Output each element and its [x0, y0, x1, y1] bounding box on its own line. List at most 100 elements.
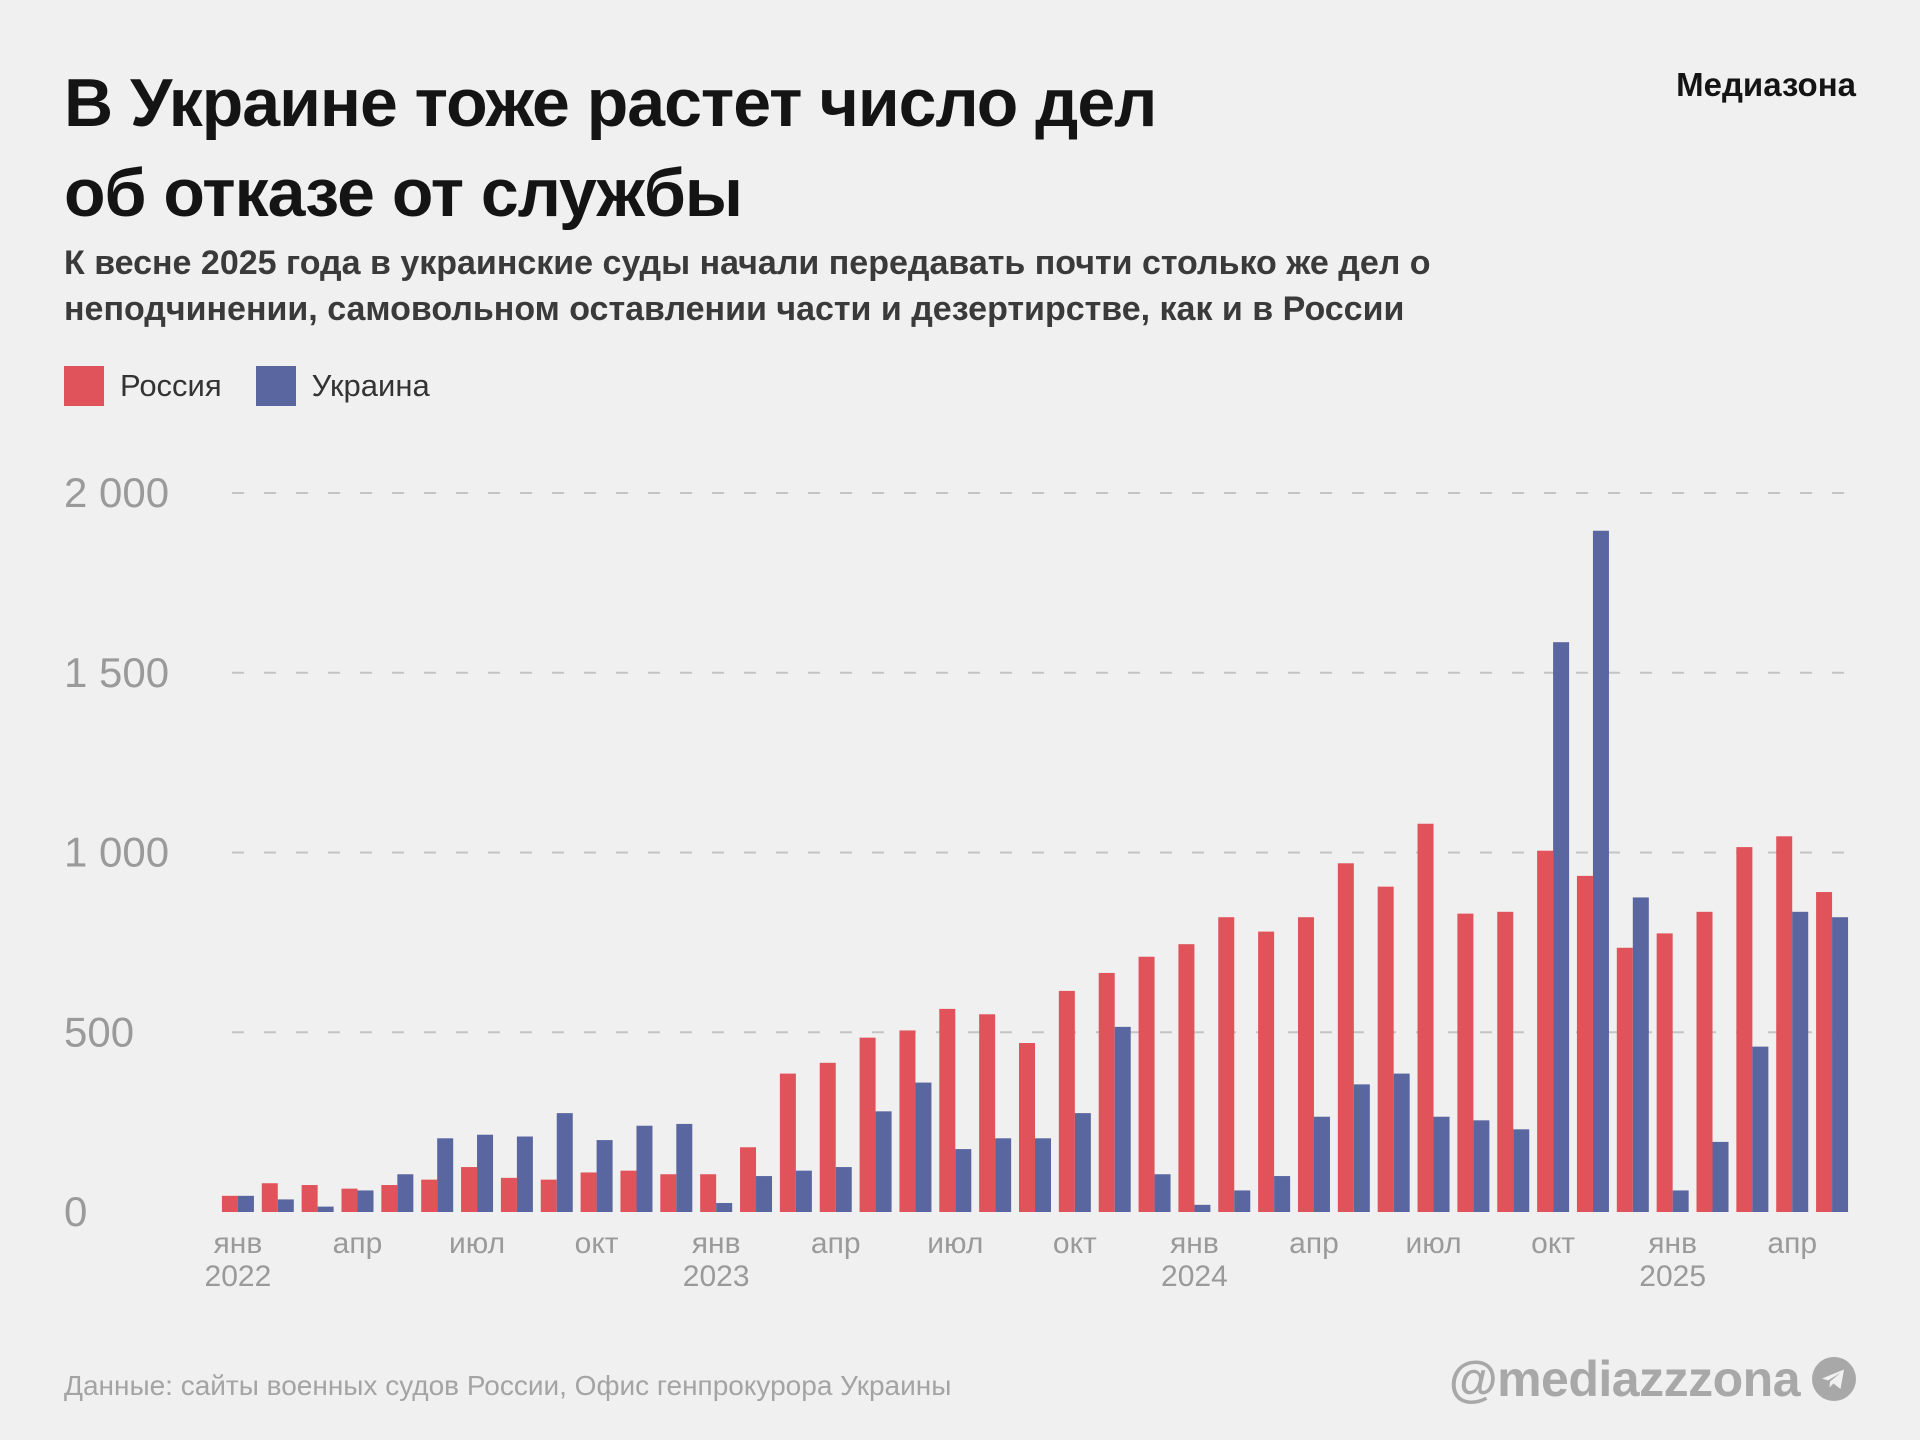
bar-ukraine [1513, 1129, 1530, 1212]
bar-russia [461, 1167, 478, 1212]
legend-item-russia: Россия [64, 366, 222, 406]
bar-russia [1258, 931, 1275, 1212]
bar-ukraine [277, 1199, 294, 1212]
bar-russia [1776, 836, 1793, 1212]
bar-ukraine [1672, 1190, 1689, 1212]
bar-ukraine [1274, 1176, 1291, 1212]
x-tick-year: 2022 [205, 1260, 272, 1293]
bar-ukraine [516, 1136, 533, 1212]
bar-russia [700, 1174, 717, 1212]
legend-item-ukraine: Украина [255, 366, 430, 406]
bar-ukraine [357, 1190, 374, 1212]
bar-ukraine [676, 1123, 693, 1212]
bar-ukraine [1154, 1174, 1171, 1212]
x-tick-month: апр [811, 1227, 861, 1260]
source-note: Данные: сайты военных судов России, Офис… [64, 1370, 952, 1401]
bar-russia [1178, 944, 1195, 1212]
bar-russia [580, 1172, 597, 1212]
x-tick-month: июл [927, 1227, 983, 1260]
bar-ukraine [995, 1138, 1012, 1212]
chart-title: В Украине тоже растет число дел об отказ… [64, 58, 1364, 238]
legend-label-russia: Россия [120, 368, 222, 403]
bar-ukraine [915, 1082, 932, 1212]
bar-ukraine [636, 1125, 653, 1212]
handle-text: @mediazzzona [1448, 1351, 1801, 1407]
bar-ukraine [875, 1111, 892, 1212]
bar-ukraine [1393, 1073, 1410, 1212]
x-tick-year: 2024 [1161, 1260, 1228, 1293]
bar-russia [301, 1185, 318, 1212]
bar-russia [261, 1183, 278, 1212]
bar-russia [1098, 972, 1115, 1212]
x-tick-month: янв [692, 1227, 741, 1260]
telegram-icon [1812, 1357, 1856, 1401]
y-tick-label: 1 000 [64, 829, 169, 876]
bar-russia [1218, 917, 1235, 1212]
social-handle: @mediazzzona [1449, 1350, 1856, 1408]
bar-russia [341, 1188, 358, 1212]
bar-russia [381, 1185, 398, 1212]
bar-ukraine [1114, 1026, 1131, 1212]
brand-logo: Медиазона [1676, 66, 1856, 103]
bar-ukraine [1194, 1204, 1211, 1212]
y-axis: 0 500 1 000 1 500 2 000 [64, 469, 169, 1235]
bar-ukraine [317, 1206, 334, 1212]
bar-russia [1337, 863, 1354, 1212]
x-tick-month: янв [214, 1227, 263, 1260]
bar-russia [939, 1008, 956, 1212]
bar-russia [1417, 823, 1434, 1212]
title-line-1: В Украине тоже растет число дел [64, 65, 1157, 141]
bar-russia [819, 1062, 836, 1212]
subtitle-line-2: неподчинении, самовольном оставлении час… [64, 290, 1405, 328]
y-tick-label: 0 [64, 1188, 87, 1235]
chart-subtitle: К весне 2025 года в украинские суды нача… [64, 240, 1764, 332]
bar-ukraine [1752, 1046, 1769, 1212]
bar-ukraine [955, 1149, 972, 1212]
bar-ukraine [1632, 897, 1649, 1212]
x-tick-month: апр [333, 1227, 383, 1260]
bar-russia [1058, 990, 1075, 1212]
bar-ukraine [795, 1170, 812, 1212]
bars [221, 530, 1849, 1212]
bar-russia [899, 1030, 916, 1212]
bar-russia [779, 1073, 796, 1212]
bar-ukraine [1074, 1113, 1091, 1212]
bar-russia [620, 1170, 637, 1212]
bar-russia [500, 1177, 517, 1212]
bar-russia [740, 1147, 757, 1212]
bar-russia [1816, 892, 1833, 1212]
bar-ukraine [237, 1195, 254, 1212]
bar-ukraine [835, 1167, 852, 1212]
bar-ukraine [1792, 911, 1809, 1212]
bar-ukraine [1592, 530, 1609, 1212]
x-tick-month: окт [1053, 1227, 1097, 1260]
y-tick-label: 500 [64, 1008, 134, 1055]
x-tick-year: 2023 [683, 1260, 750, 1293]
bar-russia [1736, 847, 1753, 1212]
x-tick-month: янв [1648, 1227, 1697, 1260]
bar-ukraine [1433, 1116, 1450, 1212]
bar-ukraine [1473, 1120, 1490, 1212]
bar-russia [1537, 850, 1554, 1212]
title-line-2: об отказе от службы [64, 155, 743, 231]
bar-russia [421, 1179, 438, 1212]
bar-ukraine [1035, 1138, 1051, 1212]
x-tick-month: апр [1767, 1227, 1817, 1260]
bar-ukraine [756, 1176, 773, 1212]
x-tick-month: апр [1289, 1227, 1339, 1260]
bar-ukraine [556, 1113, 573, 1212]
bar-russia [979, 1014, 996, 1212]
x-tick-month: янв [1170, 1227, 1219, 1260]
bar-russia [1656, 933, 1673, 1212]
x-tick-year: 2025 [1639, 1260, 1706, 1293]
subtitle-line-1: К весне 2025 года в украинские суды нача… [64, 244, 1431, 282]
bar-ukraine [437, 1138, 454, 1212]
bar-ukraine [477, 1134, 494, 1212]
bar-ukraine [1712, 1141, 1729, 1212]
bar-russia [660, 1174, 677, 1212]
bar-ukraine [596, 1140, 613, 1212]
bar-russia [1019, 1043, 1035, 1212]
bar-russia [859, 1037, 876, 1212]
